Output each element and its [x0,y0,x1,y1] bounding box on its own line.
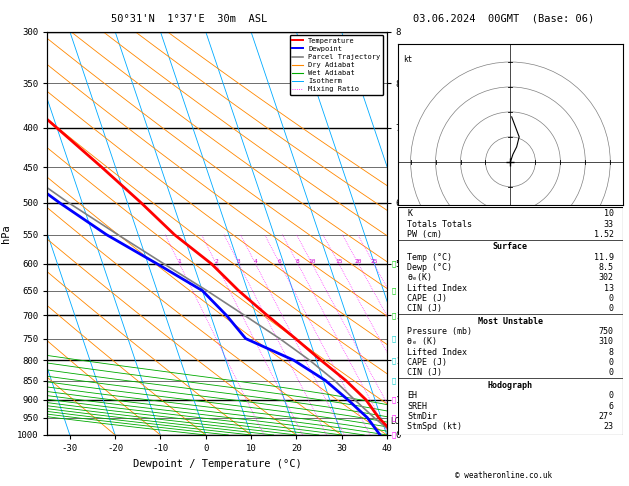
Text: ☰: ☰ [391,397,396,403]
Text: 2: 2 [214,259,218,264]
Text: SREH: SREH [407,401,427,411]
Text: Surface: Surface [493,242,528,251]
Text: ☰: ☰ [391,415,396,421]
Text: 6: 6 [278,259,282,264]
Text: 25: 25 [370,259,377,264]
Text: EH: EH [407,391,417,400]
Text: PW (cm): PW (cm) [407,230,442,239]
Text: 8.5: 8.5 [599,263,614,272]
Text: 8: 8 [609,348,614,357]
Text: 0: 0 [609,358,614,367]
Text: 6: 6 [609,401,614,411]
Text: 1.52: 1.52 [594,230,614,239]
Text: kt: kt [403,54,413,64]
Text: ☰: ☰ [391,287,396,294]
FancyBboxPatch shape [398,208,623,435]
Text: 0: 0 [609,368,614,378]
Text: 750: 750 [599,327,614,336]
Text: StmDir: StmDir [407,412,437,421]
Text: Hodograph: Hodograph [488,381,533,390]
Text: StmSpd (kt): StmSpd (kt) [407,422,462,431]
Text: CIN (J): CIN (J) [407,368,442,378]
Text: CIN (J): CIN (J) [407,304,442,313]
Text: 0: 0 [609,294,614,303]
Text: ☰: ☰ [391,377,396,384]
Text: 0: 0 [609,391,614,400]
Text: 15: 15 [335,259,343,264]
Text: 13: 13 [604,284,614,293]
Text: 20: 20 [355,259,362,264]
Text: θₑ (K): θₑ (K) [407,337,437,347]
Text: 0: 0 [609,304,614,313]
Text: 4: 4 [253,259,257,264]
Text: 310: 310 [599,337,614,347]
Text: CAPE (J): CAPE (J) [407,294,447,303]
Text: θₑ(K): θₑ(K) [407,273,432,282]
Text: 8: 8 [296,259,299,264]
Text: 10: 10 [308,259,316,264]
Text: Dewp (°C): Dewp (°C) [407,263,452,272]
Text: ☰: ☰ [391,260,396,267]
Text: 10: 10 [604,209,614,218]
Text: 03.06.2024  00GMT  (Base: 06): 03.06.2024 00GMT (Base: 06) [413,14,594,24]
Text: Most Unstable: Most Unstable [478,317,543,326]
Text: 302: 302 [599,273,614,282]
Text: Pressure (mb): Pressure (mb) [407,327,472,336]
Text: Lifted Index: Lifted Index [407,348,467,357]
Text: 11.9: 11.9 [594,253,614,261]
Y-axis label: hPa: hPa [1,224,11,243]
Text: Lifted Index: Lifted Index [407,284,467,293]
Text: 50°31'N  1°37'E  30m  ASL: 50°31'N 1°37'E 30m ASL [111,14,267,24]
Text: ☰: ☰ [391,312,396,319]
Text: 23: 23 [604,422,614,431]
Legend: Temperature, Dewpoint, Parcel Trajectory, Dry Adiabat, Wet Adiabat, Isotherm, Mi: Temperature, Dewpoint, Parcel Trajectory… [289,35,383,95]
Text: 33: 33 [604,220,614,228]
Text: LCL: LCL [390,417,404,426]
Text: 27°: 27° [599,412,614,421]
Text: ☰: ☰ [391,432,396,438]
Text: © weatheronline.co.uk: © weatheronline.co.uk [455,471,552,480]
Text: 1: 1 [177,259,181,264]
Text: Temp (°C): Temp (°C) [407,253,452,261]
Text: CAPE (J): CAPE (J) [407,358,447,367]
Y-axis label: km
ASL: km ASL [413,224,429,243]
Text: Totals Totals: Totals Totals [407,220,472,228]
Text: K: K [407,209,412,218]
Text: ☰: ☰ [391,335,396,342]
Text: ☰: ☰ [391,357,396,364]
Text: 3: 3 [237,259,241,264]
X-axis label: Dewpoint / Temperature (°C): Dewpoint / Temperature (°C) [133,459,301,469]
